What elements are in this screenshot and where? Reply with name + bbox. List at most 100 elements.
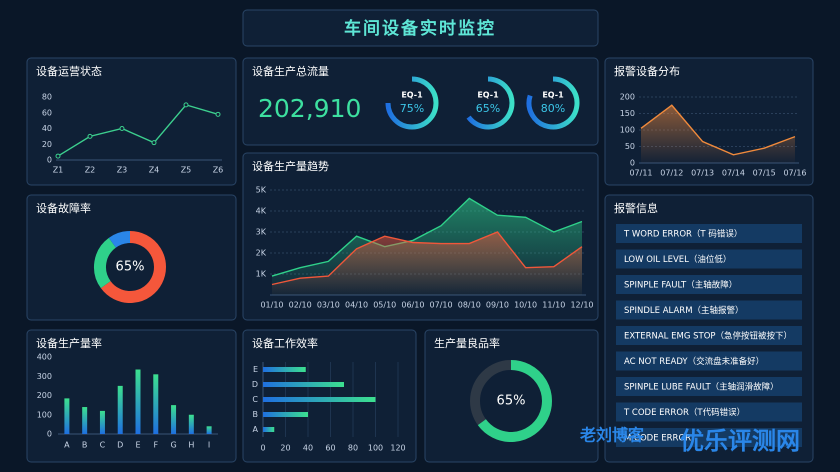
panel (26, 194, 237, 321)
ring-value (477, 360, 552, 442)
bar (99, 410, 105, 434)
y-tick-label: 0 (47, 430, 52, 439)
bar (263, 397, 376, 402)
bar (153, 374, 159, 434)
x-tick-label: 07/13 (691, 169, 714, 178)
x-tick-label: 12/10 (570, 301, 593, 310)
x-tick-label: Z4 (149, 166, 160, 175)
gauge-value: 75% (400, 102, 424, 115)
y-tick-label: 50 (625, 142, 635, 151)
area-fill (272, 232, 582, 295)
alarm-row (616, 300, 802, 320)
line (271, 231, 583, 286)
point (215, 111, 221, 117)
donut-segment (108, 231, 131, 248)
panel-title: 报警设备分布 (614, 64, 680, 78)
x-tick-label: Z3 (117, 166, 128, 175)
donut-segment (94, 237, 117, 289)
x-tick-label: G (170, 441, 176, 450)
watermark: 优乐评测网 (680, 427, 800, 455)
panel-title: 设备生产量率 (36, 336, 102, 350)
alarm-row (616, 275, 802, 294)
x-tick-label: 08/10 (458, 301, 481, 310)
x-tick-label: 100 (368, 444, 383, 453)
y-tick-label: E (253, 365, 258, 374)
y-tick-label: 300 (37, 372, 52, 381)
panel (242, 329, 417, 463)
x-tick-label: Z5 (181, 166, 192, 175)
x-tick-label: 07/14 (722, 169, 745, 178)
x-tick-label: 07/15 (753, 169, 776, 178)
panel-title: 设备故障率 (36, 201, 91, 215)
y-tick-label: 40 (42, 124, 52, 133)
x-tick-label: Z1 (53, 166, 64, 175)
y-tick-label: 5K (256, 186, 267, 195)
y-tick-label: 150 (620, 109, 635, 118)
x-tick-label: B (82, 441, 88, 450)
x-tick-label: 07/10 (430, 301, 453, 310)
panel (242, 57, 599, 146)
panel-title: 设备生产量趋势 (252, 159, 329, 173)
x-tick-label: 120 (390, 444, 405, 453)
x-tick-label: H (188, 441, 194, 450)
point (119, 126, 125, 131)
y-tick-label: 100 (620, 126, 635, 135)
gauge-arc (526, 76, 580, 130)
bar (263, 427, 275, 432)
gauge-name: EQ-1 (401, 91, 423, 100)
y-tick-label: 400 (37, 353, 52, 362)
alarm-row (616, 224, 802, 243)
alarm-text: T CODE ERROR（T代码错误） (623, 407, 745, 418)
x-tick-label: 10/10 (514, 301, 537, 310)
point (183, 102, 189, 108)
x-tick-label: I (208, 441, 210, 450)
x-tick-label: 40 (303, 444, 313, 453)
bar (206, 426, 212, 434)
gauge-arc (385, 76, 439, 130)
y-tick-label: B (253, 410, 259, 419)
y-tick-label: 0 (47, 156, 52, 165)
bar (263, 382, 344, 387)
y-tick-label: D (252, 380, 258, 389)
alarm-text: EXTERNAL EMG STOP（急停按钮被按下） (624, 331, 792, 342)
x-tick-label: A (64, 441, 70, 450)
y-tick-label: 100 (37, 410, 52, 419)
x-tick-label: 80 (348, 444, 358, 453)
x-tick-label: F (153, 441, 158, 450)
alarm-text: SPINPLE LUBE FAULT（主轴润滑故障） (624, 382, 779, 393)
x-tick-label: 60 (325, 444, 335, 453)
alarm-row (616, 402, 802, 422)
alarm-row (616, 326, 802, 345)
x-tick-label: C (100, 441, 106, 450)
panel (424, 329, 599, 463)
alarm-text: AC NOT READY（交流盘未准备好） (624, 356, 764, 367)
line (57, 104, 219, 157)
x-tick-label: 20 (280, 444, 290, 453)
panel (26, 329, 237, 463)
x-tick-label: E (135, 441, 140, 450)
panel (242, 9, 599, 47)
bar (263, 367, 306, 372)
x-tick-label: Z6 (213, 166, 224, 175)
y-tick-label: 20 (42, 140, 52, 149)
alarm-text: M CODE ERROR (624, 434, 691, 444)
alarm-text: LOW OIL LEVEL（油位低） (624, 254, 731, 265)
y-tick-label: 60 (42, 108, 52, 117)
x-tick-label: 04/10 (345, 301, 368, 310)
panel-title: 设备运营状态 (36, 64, 102, 78)
gauge-value: 65% (476, 102, 500, 115)
x-tick-label: 11/10 (542, 301, 565, 310)
alarm-text: SPINDLE ALARM（主轴报警） (624, 305, 744, 316)
x-tick-label: 07/12 (660, 169, 683, 178)
y-tick-label: 200 (620, 93, 635, 102)
panel-title: 生产量良品率 (434, 336, 500, 350)
ring-label: 65% (497, 394, 526, 409)
alarm-row (616, 377, 802, 396)
bar (171, 405, 177, 434)
bar (263, 412, 308, 417)
panel-title: 设备生产总流量 (252, 64, 329, 78)
x-tick-label: 06/10 (401, 301, 424, 310)
y-tick-label: C (252, 395, 258, 404)
panel-title: 设备工作效率 (252, 336, 318, 350)
